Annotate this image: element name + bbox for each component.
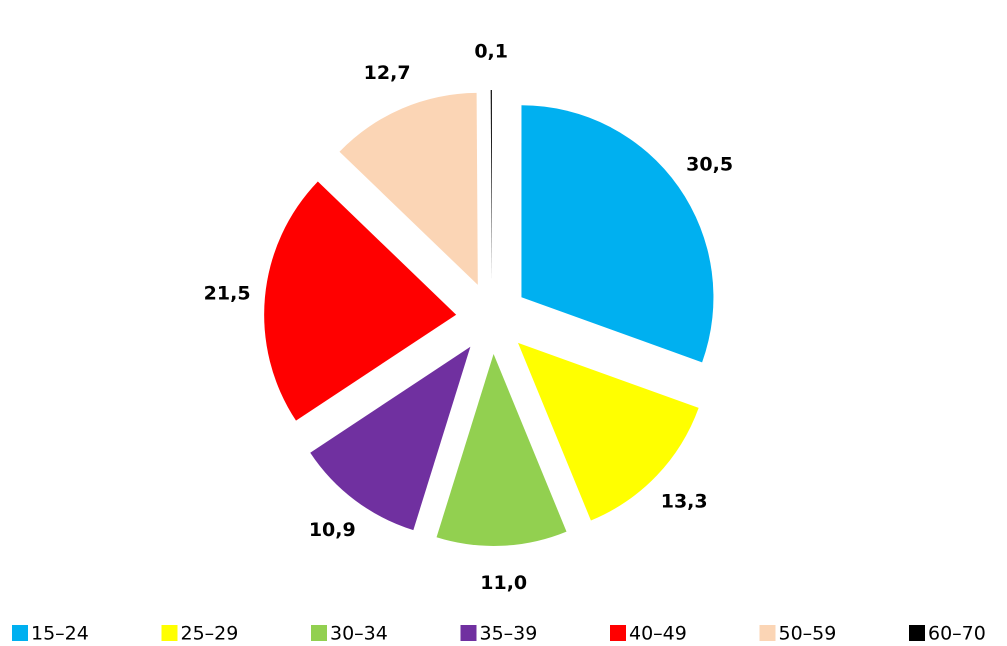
legend-swatch — [460, 625, 477, 641]
legend-label: 40–49 — [629, 623, 687, 645]
data-label: 0,1 — [474, 41, 508, 63]
legend-label: 35–39 — [480, 623, 538, 645]
data-label: 21,5 — [204, 282, 251, 304]
pie-slice — [436, 353, 567, 546]
pie-slice — [339, 92, 478, 285]
legend-swatch — [909, 625, 925, 641]
data-label: 30,5 — [686, 154, 733, 176]
legend-swatch — [759, 625, 776, 641]
pie-slice — [521, 105, 714, 363]
legend-swatch — [12, 625, 28, 641]
data-label: 13,3 — [661, 490, 708, 512]
data-label: 12,7 — [364, 62, 411, 84]
legend-label: 50–59 — [779, 623, 837, 645]
legend-label: 60–70 — [928, 623, 986, 645]
pie-slice — [310, 346, 471, 531]
legend-label: 15–24 — [31, 623, 89, 645]
data-label: 11,0 — [480, 572, 527, 594]
legend-label: 25–29 — [181, 623, 239, 645]
pie-slice — [490, 90, 492, 283]
legend-swatch — [161, 625, 178, 641]
legend-swatch — [610, 625, 626, 641]
data-label: 10,9 — [309, 519, 356, 541]
legend-swatch — [311, 625, 327, 641]
legend-label: 30–34 — [330, 623, 388, 645]
pie-slice — [518, 342, 699, 521]
pie-slice — [264, 181, 457, 421]
